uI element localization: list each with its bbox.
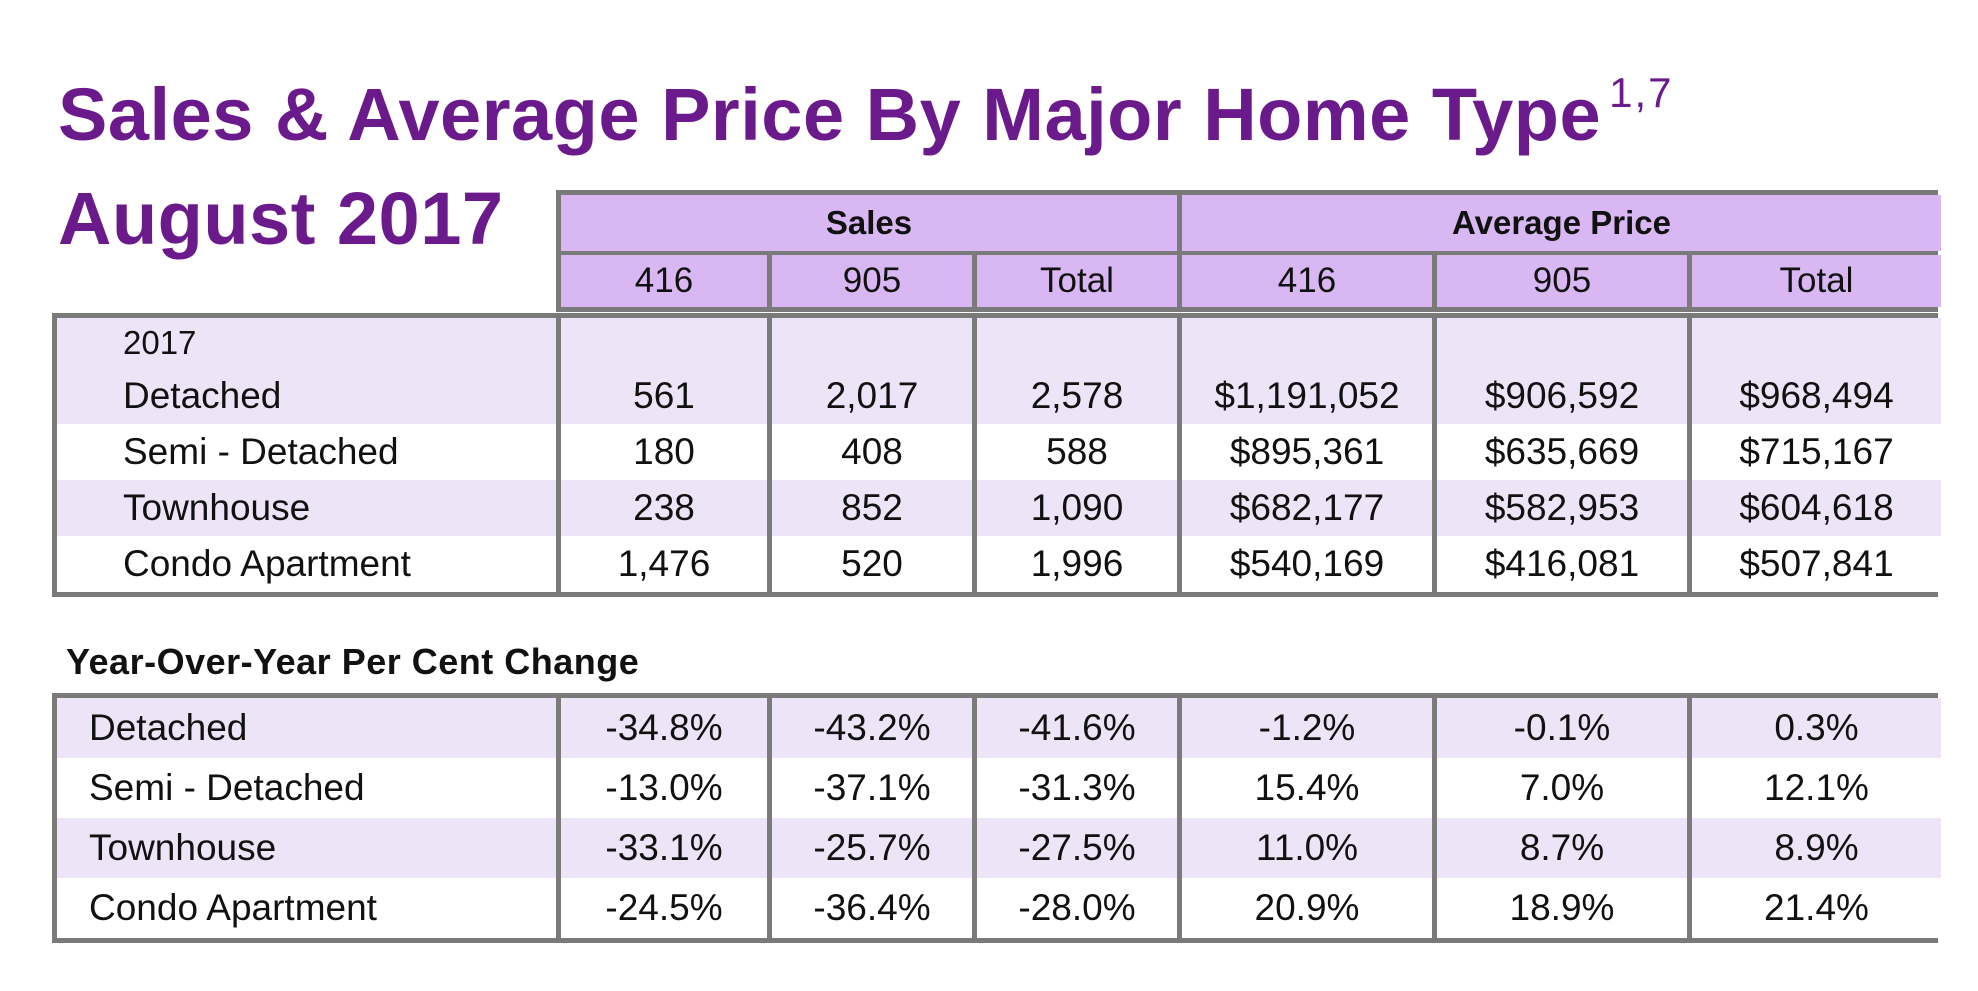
- table-cell: 2,578: [977, 368, 1177, 424]
- title-text: Sales & Average Price By Major Home Type: [58, 73, 1602, 156]
- table-cell: $582,953: [1437, 480, 1687, 536]
- table-cell: $416,081: [1437, 536, 1687, 592]
- table-cell: -41.6%: [977, 698, 1177, 758]
- table-cell: $1,191,052: [1182, 368, 1432, 424]
- price-905-header: 905: [1437, 255, 1687, 307]
- table-cell: -27.5%: [977, 818, 1177, 878]
- table-cell: 852: [772, 480, 972, 536]
- page-subtitle: August 2017: [58, 177, 504, 260]
- yoy-section-title: Year-Over-Year Per Cent Change: [66, 641, 640, 682]
- column-header: Sales Average Price 416 905 Total 416 90…: [556, 190, 1941, 312]
- average-price-group-header: Average Price: [1182, 195, 1941, 251]
- table-cell: 18.9%: [1437, 878, 1687, 938]
- row-label: Semi - Detached: [57, 758, 556, 818]
- table-cell: 8.9%: [1692, 818, 1941, 878]
- table-cell: 11.0%: [1182, 818, 1432, 878]
- table-cell: -25.7%: [772, 818, 972, 878]
- row-label: Townhouse: [57, 480, 556, 536]
- sales-416-header: 416: [561, 255, 767, 307]
- price-416-header: 416: [1182, 255, 1432, 307]
- row-label: Semi - Detached: [57, 424, 556, 480]
- table-cell: -33.1%: [561, 818, 767, 878]
- table-cell: 7.0%: [1437, 758, 1687, 818]
- row-label: Condo Apartment: [57, 878, 556, 938]
- table-cell: -0.1%: [1437, 698, 1687, 758]
- table-cell: $906,592: [1437, 368, 1687, 424]
- table-cell: $968,494: [1692, 368, 1941, 424]
- price-total-header: Total: [1692, 255, 1941, 307]
- table-cell: 0.3%: [1692, 698, 1941, 758]
- sales-total-header: Total: [977, 255, 1177, 307]
- table-cell: 588: [977, 424, 1177, 480]
- table-cell: 2,017: [772, 368, 972, 424]
- sales-price-table: 2017 Detached 561 2,017 2,578 $1,191,052…: [52, 313, 1941, 597]
- table-cell: 8.7%: [1437, 818, 1687, 878]
- table-cell: $715,167: [1692, 424, 1941, 480]
- table-cell: [561, 318, 767, 368]
- table-cell: 20.9%: [1182, 878, 1432, 938]
- page-title: Sales & Average Price By Major Home Type…: [58, 72, 1674, 152]
- table-cell: 408: [772, 424, 972, 480]
- table-cell: $540,169: [1182, 536, 1432, 592]
- table-cell: -24.5%: [561, 878, 767, 938]
- table-cell: -34.8%: [561, 698, 767, 758]
- row-label: Detached: [57, 368, 556, 424]
- table-cell: 561: [561, 368, 767, 424]
- table-cell: 15.4%: [1182, 758, 1432, 818]
- table-cell: [772, 318, 972, 368]
- table-cell: [1692, 318, 1941, 368]
- yoy-change-table: Detached -34.8% -43.2% -41.6% -1.2% -0.1…: [52, 693, 1941, 943]
- sales-905-header: 905: [772, 255, 972, 307]
- table-cell: 180: [561, 424, 767, 480]
- table-cell: 12.1%: [1692, 758, 1941, 818]
- table-cell: -13.0%: [561, 758, 767, 818]
- table-cell: -36.4%: [772, 878, 972, 938]
- table-cell: $635,669: [1437, 424, 1687, 480]
- row-label: Townhouse: [57, 818, 556, 878]
- table-cell: [1437, 318, 1687, 368]
- table-cell: $507,841: [1692, 536, 1941, 592]
- table-cell: 1,090: [977, 480, 1177, 536]
- table-cell: 1,996: [977, 536, 1177, 592]
- table-cell: $895,361: [1182, 424, 1432, 480]
- table-cell: -28.0%: [977, 878, 1177, 938]
- table-cell: $682,177: [1182, 480, 1432, 536]
- table-cell: [1182, 318, 1432, 368]
- table-cell: 1,476: [561, 536, 767, 592]
- table-cell: -43.2%: [772, 698, 972, 758]
- table-cell: [977, 318, 1177, 368]
- row-label: Detached: [57, 698, 556, 758]
- year-label: 2017: [57, 318, 556, 368]
- table-cell: 238: [561, 480, 767, 536]
- row-label: Condo Apartment: [57, 536, 556, 592]
- table-cell: -37.1%: [772, 758, 972, 818]
- sales-group-header: Sales: [561, 195, 1177, 251]
- table-cell: -1.2%: [1182, 698, 1432, 758]
- table-cell: $604,618: [1692, 480, 1941, 536]
- table-cell: 21.4%: [1692, 878, 1941, 938]
- title-footnote: 1,7: [1609, 69, 1674, 116]
- table-cell: -31.3%: [977, 758, 1177, 818]
- table-cell: 520: [772, 536, 972, 592]
